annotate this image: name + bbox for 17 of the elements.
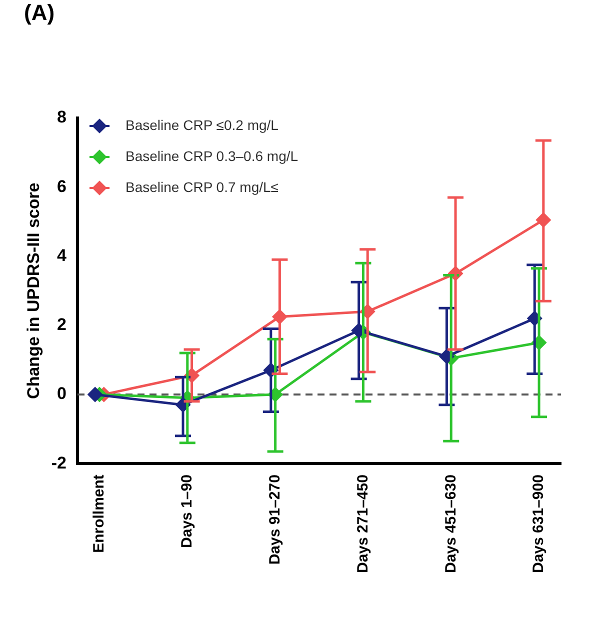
y-tick-label: 2	[57, 315, 67, 334]
y-axis-title: Change in UPDRS-III score	[24, 182, 43, 399]
chart-title: (A)	[24, 0, 55, 26]
x-tick-label: Days 631–900	[530, 474, 548, 574]
x-tick-label: Days 451–630	[442, 474, 460, 574]
x-tick-label: Days 91–270	[266, 474, 284, 565]
y-tick-label: 8	[57, 108, 67, 127]
legend-label: Baseline CRP 0.7 mg/L≤	[126, 178, 279, 195]
y-tick-label: 4	[57, 246, 68, 265]
y-tick-label: -2	[51, 453, 67, 472]
legend-label: Baseline CRP 0.3–0.6 mg/L	[126, 148, 298, 164]
x-tick-label: Enrollment	[90, 474, 108, 553]
y-tick-label: 0	[57, 384, 67, 404]
legend-label: Baseline CRP ≤0.2 mg/L	[126, 116, 279, 133]
y-tick-label: 6	[57, 176, 67, 196]
x-tick-label: Days 1–90	[178, 474, 196, 548]
x-tick-label: Days 271–450	[354, 474, 372, 574]
